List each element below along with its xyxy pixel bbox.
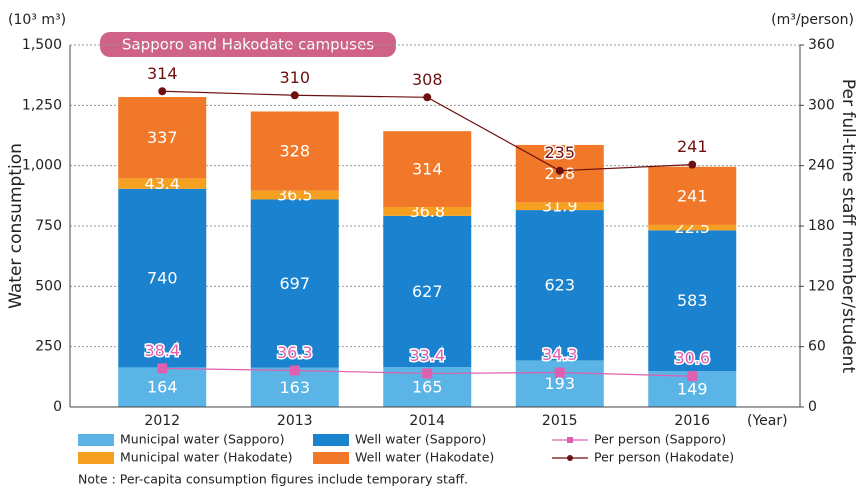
data-label: 241 — [677, 186, 708, 205]
marker — [289, 365, 300, 376]
y-tick-label: 1,250 — [22, 97, 62, 113]
bar-segment — [515, 202, 604, 211]
marker — [555, 166, 564, 175]
bar-segment — [118, 367, 207, 407]
bar-segment — [118, 188, 207, 368]
data-label: 36.3 — [277, 343, 313, 362]
x-tick-label: 2014 — [409, 413, 445, 429]
bar-segment — [648, 166, 737, 225]
legend-swatch — [313, 434, 349, 446]
bar-segment — [648, 224, 737, 231]
data-label: 314 — [412, 160, 443, 179]
y2-tick-label: 360 — [808, 37, 835, 53]
marker — [688, 160, 697, 169]
y2-axis-title: Per full-time staff member/student — [838, 79, 858, 374]
legend-marker — [567, 437, 573, 443]
y2-tick-label: 300 — [808, 97, 835, 113]
bar-segment — [118, 97, 207, 179]
marker — [422, 368, 433, 379]
y2-tick-label: 240 — [808, 158, 835, 174]
data-label: 33.4 — [409, 346, 445, 365]
legend-label: Well water (Sapporo) — [355, 432, 486, 447]
data-label: 34.3 — [542, 345, 578, 364]
x-tick-label: 2016 — [674, 413, 710, 429]
data-label: 697 — [279, 274, 310, 293]
marker — [157, 363, 168, 374]
y-unit: (10³ m³) — [8, 12, 66, 28]
bar-segment — [383, 215, 472, 368]
data-label: 337 — [147, 128, 178, 147]
data-label: 740 — [147, 269, 178, 288]
data-label: 314 — [147, 64, 178, 83]
bar-segment — [118, 178, 207, 189]
data-label: 38.4 — [144, 341, 180, 360]
x-tick-label: 2015 — [542, 413, 578, 429]
marker — [687, 371, 698, 382]
marker — [554, 367, 565, 378]
chart-title: Sapporo and Hakodate campuses — [122, 36, 374, 54]
legend-label: Municipal water (Hakodate) — [120, 450, 293, 465]
y-tick-label: 500 — [35, 278, 62, 294]
data-label: 163 — [279, 378, 310, 397]
y-axis-title: Water consumption — [6, 143, 26, 309]
bar-segment — [383, 131, 472, 207]
bar-segment — [250, 190, 339, 200]
data-label: 165 — [412, 378, 443, 397]
y2-tick-label: 120 — [808, 278, 835, 294]
y-tick-label: 250 — [35, 339, 62, 355]
marker — [423, 93, 432, 102]
data-label: 43.4 — [144, 174, 180, 193]
bar-segment — [250, 199, 339, 368]
data-label: 308 — [412, 70, 443, 89]
data-label: 583 — [677, 291, 708, 310]
y-tick-label: 0 — [53, 399, 62, 415]
bar-segment — [515, 210, 604, 361]
y-tick-label: 1,000 — [22, 158, 62, 174]
data-label: 328 — [279, 142, 310, 161]
data-label: 30.6 — [674, 349, 710, 368]
bar-segment — [648, 230, 737, 372]
y2-unit: (m³/person) — [771, 12, 854, 28]
marker — [158, 87, 167, 96]
y2-tick-label: 60 — [808, 339, 826, 355]
legend-swatch — [313, 452, 349, 464]
legend-swatch — [78, 434, 114, 446]
data-label: 164 — [147, 378, 178, 397]
legend-label: Well water (Hakodate) — [355, 450, 494, 465]
x-tick-label: 2012 — [144, 413, 180, 429]
legend-label: Per person (Sapporo) — [594, 432, 726, 447]
bar-segment — [250, 111, 339, 191]
y2-tick-label: 180 — [808, 218, 835, 234]
legend-label: Per person (Hakodate) — [594, 450, 734, 465]
y-tick-label: 1,500 — [22, 37, 62, 53]
legend-label: Municipal water (Sapporo) — [120, 432, 284, 447]
data-label: 193 — [544, 374, 575, 393]
y2-tick-label: 0 — [808, 399, 817, 415]
data-label: 627 — [412, 282, 443, 301]
bar-segment — [383, 206, 472, 216]
legend-swatch — [78, 452, 114, 464]
data-label: 310 — [279, 68, 310, 87]
marker — [290, 91, 299, 100]
x-tick-label: 2013 — [277, 413, 313, 429]
note: Note : Per-capita consumption figures in… — [78, 472, 468, 487]
x-unit: (Year) — [747, 413, 788, 429]
data-label: 149 — [677, 380, 708, 399]
data-label: 623 — [544, 276, 575, 295]
data-label: 241 — [677, 137, 708, 156]
legend-marker — [567, 455, 573, 461]
y-tick-label: 750 — [35, 218, 62, 234]
data-label: 235 — [544, 143, 575, 162]
